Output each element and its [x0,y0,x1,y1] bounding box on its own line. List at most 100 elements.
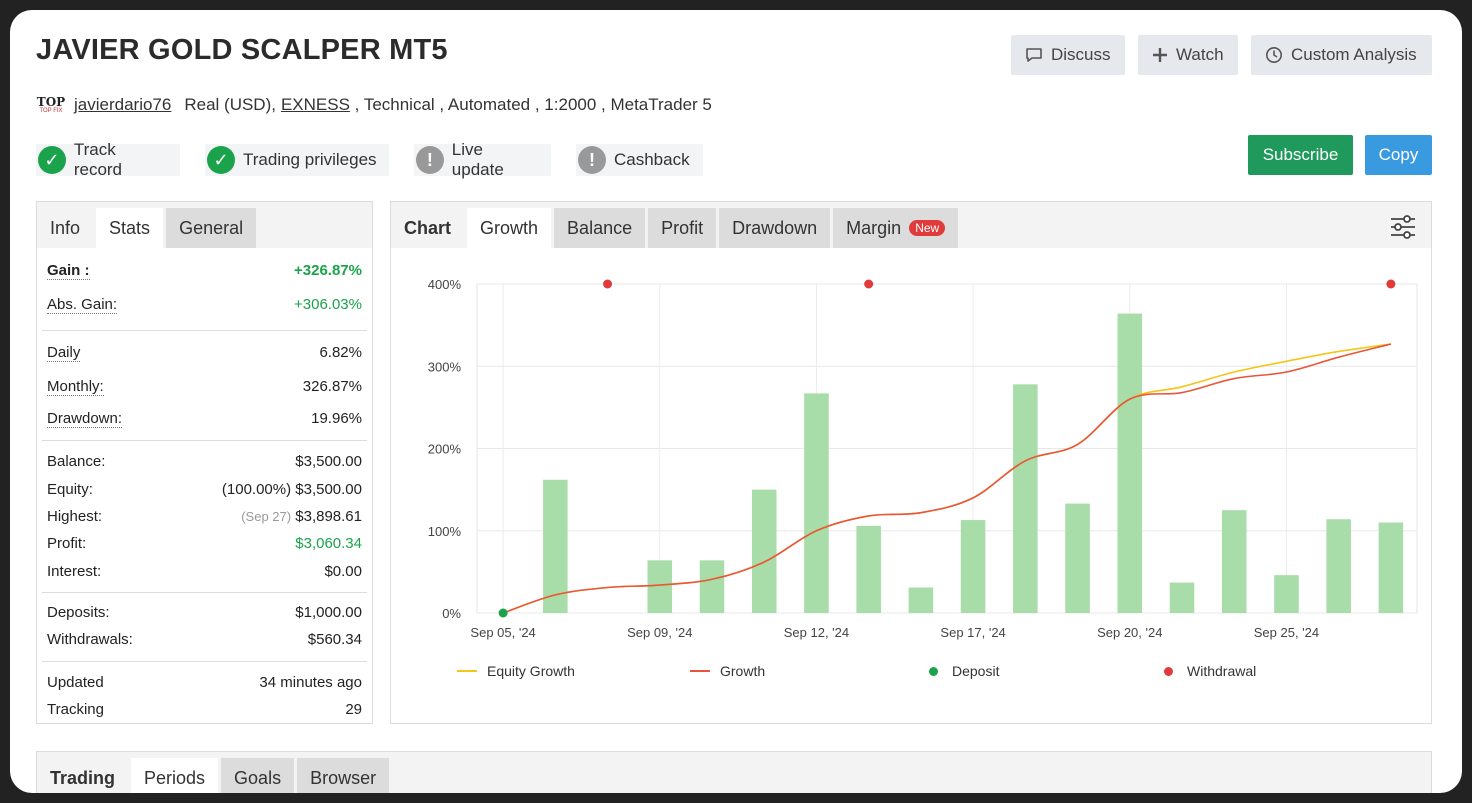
bar [1117,313,1143,613]
withdrawal-marker [603,279,613,289]
badge-trading-privileges: ✓ Trading privileges [205,144,389,176]
bar [699,560,725,613]
stat-profit: Profit: $3,060.34 [47,535,362,552]
stat-deposits: Deposits: $1,000.00 [47,604,362,621]
custom-analysis-label: Custom Analysis [1291,45,1417,64]
divider [42,592,367,593]
stat-daily: Daily 6.82% [47,344,362,362]
watch-label: Watch [1176,45,1224,64]
check-icon: ✓ [38,146,66,174]
stats-panel: Info Stats General Gain : +326.87% Abs. … [36,201,373,724]
legend-line [690,670,710,672]
watch-button[interactable]: Watch [1138,35,1238,75]
tab-profit[interactable]: Profit [648,208,717,248]
x-tick-label: Sep 05, '24 [470,625,535,640]
broker-link[interactable]: EXNESS [280,95,350,114]
stat-balance: Balance: $3,500.00 [47,453,362,470]
bar [1326,519,1351,613]
discuss-button[interactable]: Discuss [1011,35,1125,75]
bar [856,525,881,613]
trading-panel: Trading Periods Goals Browser [36,751,1432,793]
page-frame: JAVIER GOLD SCALPER MT5 Discuss Watch Cu… [10,10,1462,793]
legend-dot [929,666,938,676]
tab-stats[interactable]: Stats [96,208,164,248]
x-tick-label: Sep 20, '24 [1097,625,1162,640]
tab-general[interactable]: General [166,208,257,248]
provider-logo: TOP TOP FIX [36,95,66,114]
stat-withdrawals: Withdrawals: $560.34 [47,631,362,648]
bar [1013,384,1038,613]
tab-periods[interactable]: Periods [131,758,219,793]
tab-goals[interactable]: Goals [221,758,295,793]
badge-cashback: ! Cashback [576,144,703,176]
account-type: Real (USD), [184,95,276,114]
settings-sliders-icon[interactable] [1389,214,1417,240]
y-tick-label: 200% [428,442,462,457]
chart-tabs: Chart Growth Balance Profit Drawdown Mar… [391,202,1431,248]
badge-live-update: ! Live update [414,140,551,179]
trading-label: Trading [50,767,116,788]
new-badge: New [909,220,946,236]
author-link[interactable]: javierdario76 [74,95,172,114]
bar [1378,522,1404,613]
comment-icon [1026,48,1042,62]
x-tick-label: Sep 25, '24 [1254,625,1319,640]
y-tick-label: 300% [428,359,462,374]
y-tick-label: 100% [428,524,462,539]
bar [647,560,673,613]
stat-monthly: Monthly: 326.87% [47,378,362,396]
exclamation-icon: ! [578,146,606,174]
bar [804,393,829,613]
stat-highest: Highest: (Sep 27) $3,898.61 [47,508,362,525]
account-meta: TOP TOP FIX javierdario76 Real (USD), EX… [36,90,712,120]
y-tick-label: 400% [428,277,462,292]
stat-abs-gain: Abs. Gain: +306.03% [47,296,362,314]
bar [1274,575,1299,613]
bar [751,489,777,613]
stat-gain: Gain : +326.87% [47,262,362,280]
withdrawal-marker [1386,279,1396,289]
copy-button[interactable]: Copy [1365,135,1432,175]
tab-info[interactable]: Info [50,217,81,238]
plus-icon [1153,48,1167,62]
exclamation-icon: ! [416,146,444,174]
deposit-marker [498,608,508,618]
legend-dot [1164,666,1173,676]
clock-icon [1266,47,1282,63]
y-tick-label: 0% [442,606,461,621]
page-title: JAVIER GOLD SCALPER MT5 [36,34,448,66]
legend-withdrawal[interactable]: Withdrawal [1164,663,1256,679]
stat-interest: Interest: $0.00 [47,563,362,580]
divider [42,661,367,662]
stat-tracking: Tracking 29 [47,701,362,718]
bar [543,479,568,613]
subscribe-button[interactable]: Subscribe [1248,135,1353,175]
bar [908,587,934,613]
legend-equity-growth[interactable]: Equity Growth [457,663,575,679]
stat-drawdown: Drawdown: 19.96% [47,410,362,428]
stats-tabs: Info Stats General [37,202,372,248]
x-tick-label: Sep 12, '24 [784,625,849,640]
badge-track-record: ✓ Track record [36,140,180,179]
chart-panel: Chart Growth Balance Profit Drawdown Mar… [390,201,1432,724]
bar [1221,510,1247,613]
divider [42,330,367,331]
chart-label: Chart [404,217,452,238]
tab-browser[interactable]: Browser [297,758,390,793]
series-line-growth [502,343,1392,614]
legend-growth[interactable]: Growth [690,663,765,679]
divider [42,440,367,441]
legend-deposit[interactable]: Deposit [929,663,999,679]
bar [1169,582,1195,613]
tab-margin[interactable]: Margin New [833,208,959,248]
trading-tabs: Trading Periods Goals Browser [37,752,1431,793]
tab-growth[interactable]: Growth [467,208,552,248]
legend-line [457,670,477,672]
custom-analysis-button[interactable]: Custom Analysis [1251,35,1432,75]
bar [960,520,986,613]
tab-balance[interactable]: Balance [554,208,646,248]
bar [1065,503,1090,613]
tab-drawdown[interactable]: Drawdown [719,208,831,248]
stat-updated: Updated 34 minutes ago [47,674,362,691]
discuss-label: Discuss [1051,45,1111,64]
